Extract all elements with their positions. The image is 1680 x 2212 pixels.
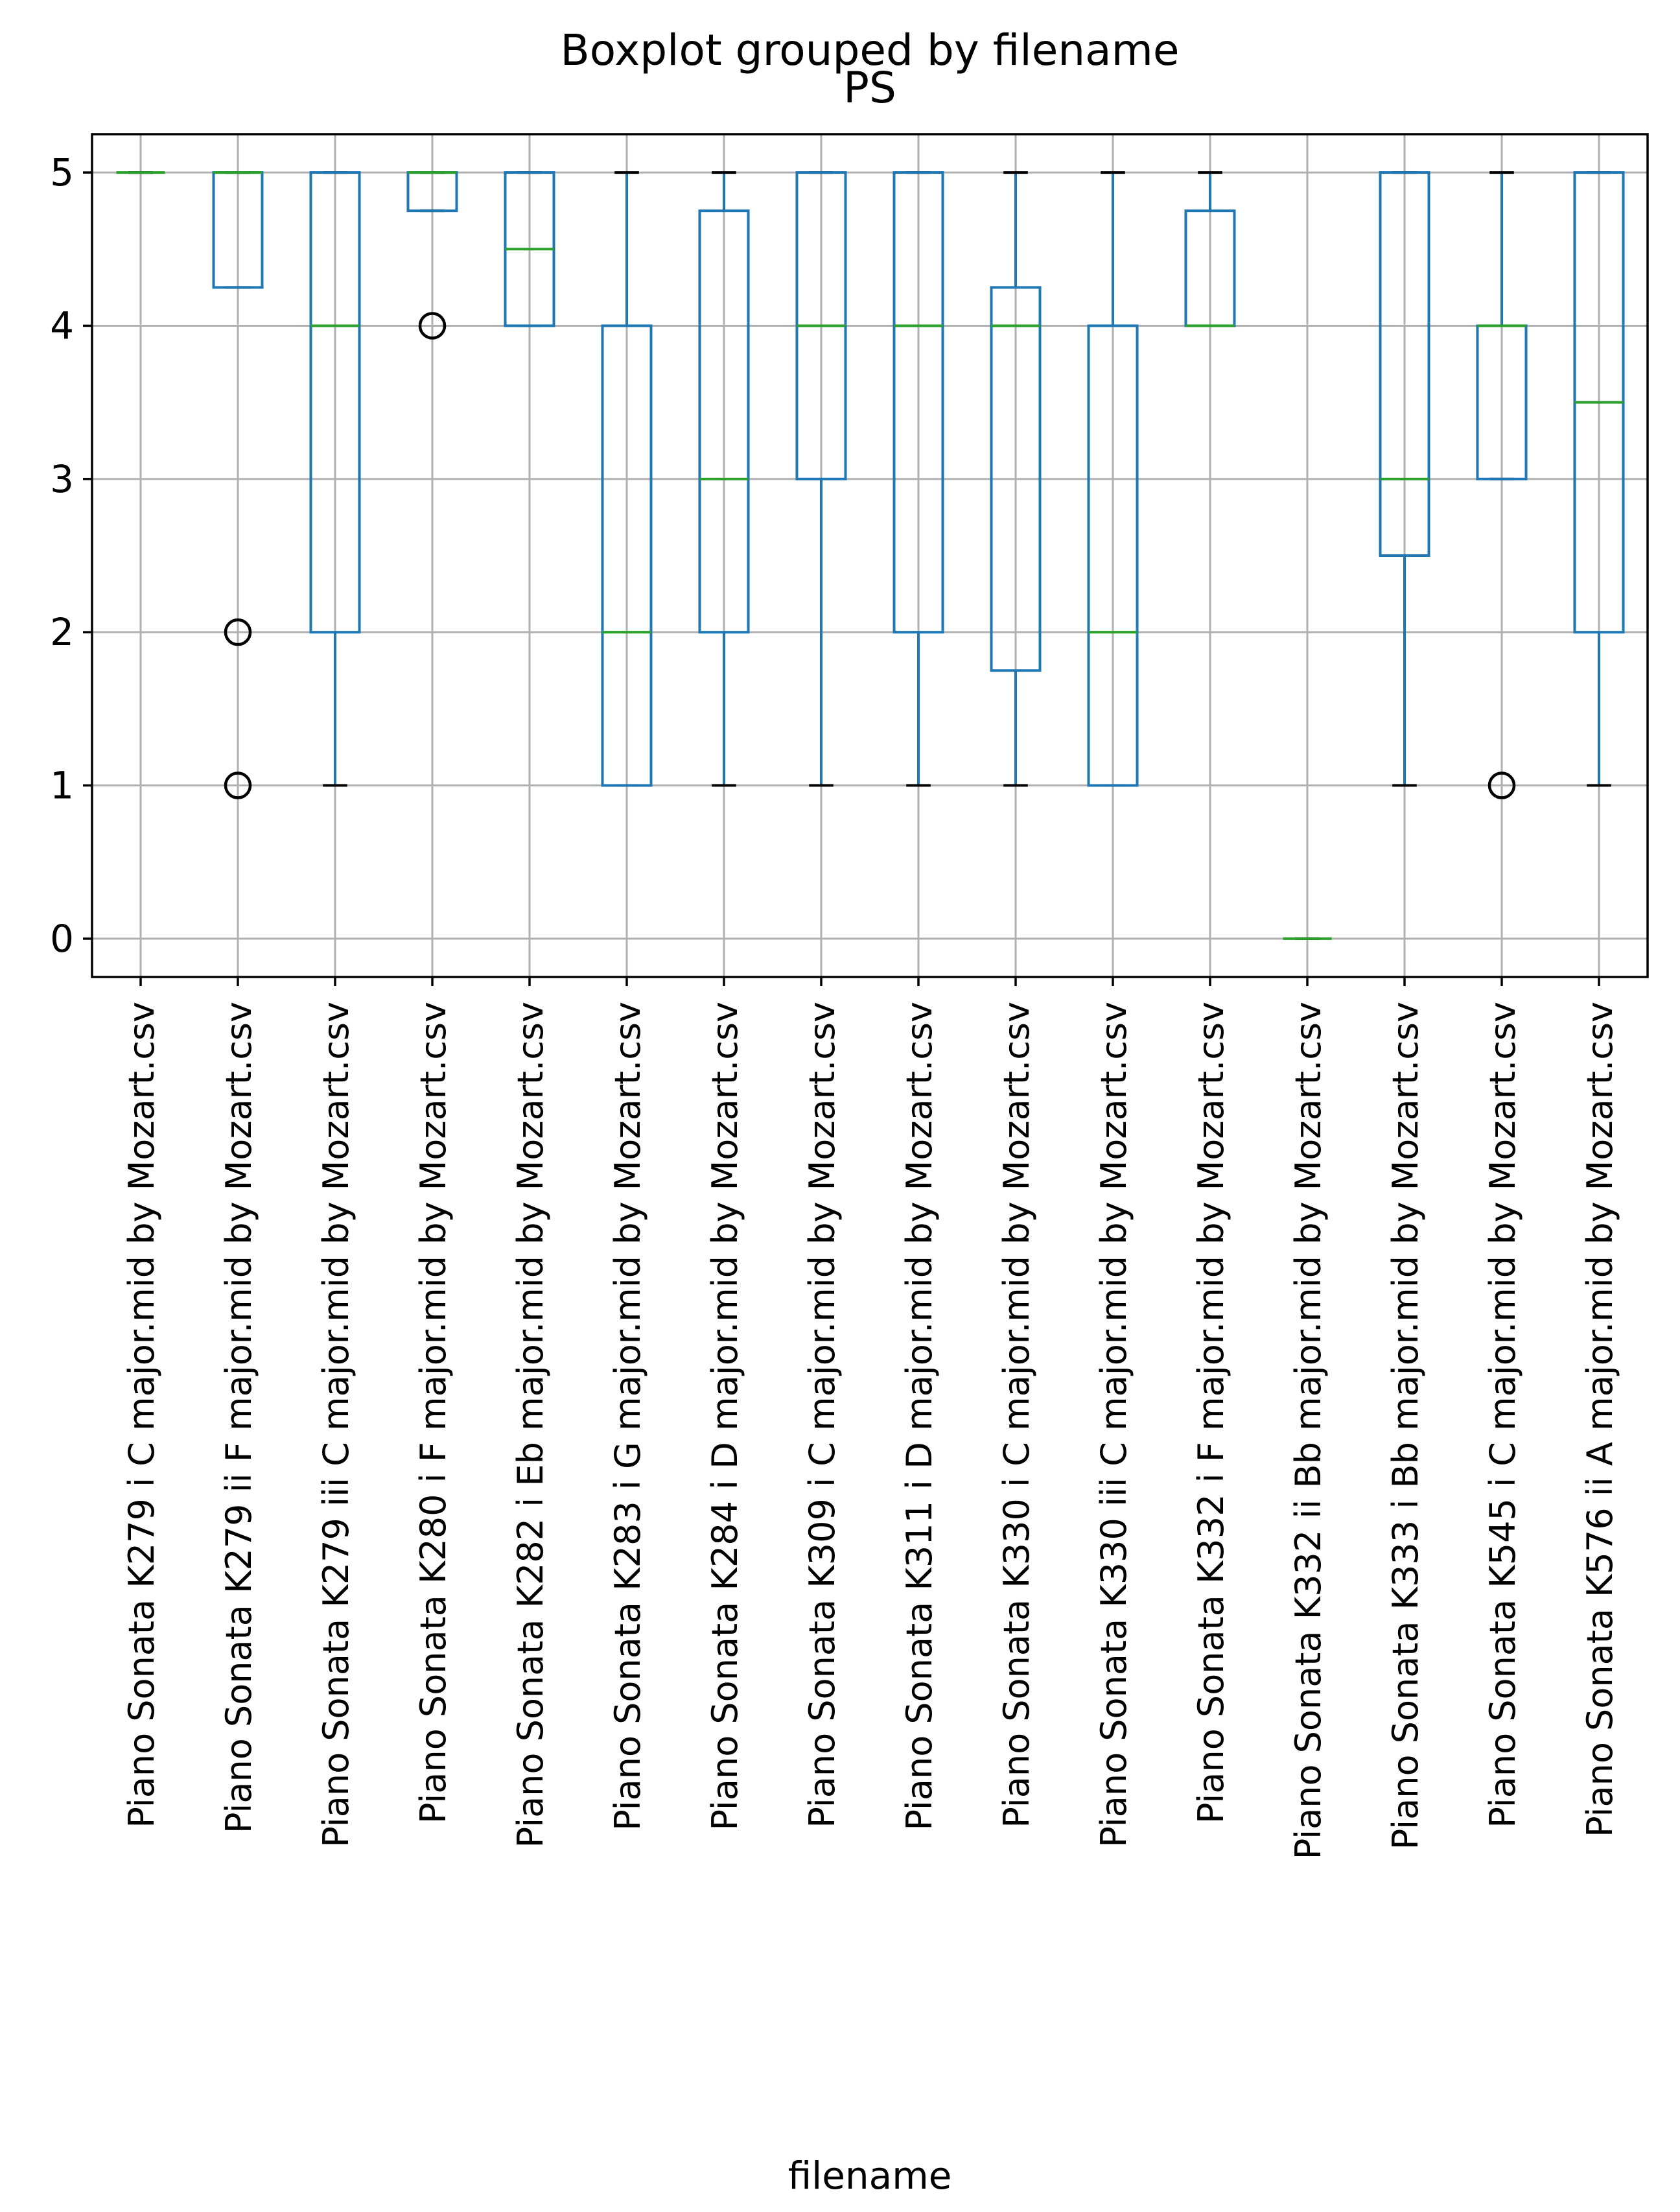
box-iqr: [698, 209, 750, 634]
outlier-point: [224, 618, 252, 646]
box-group: [1476, 171, 1528, 799]
box-iqr: [1087, 324, 1139, 787]
boxes: [116, 171, 1625, 940]
box-group: [1379, 171, 1430, 787]
x-tick-label: Piano Sonata K332 ii Bb major.mid by Moz…: [1288, 1002, 1329, 1859]
x-tick-label: Piano Sonata K279 i C major.mid by Mozar…: [121, 1002, 162, 1828]
x-tick-label: Piano Sonata K280 i F major.mid by Mozar…: [413, 1002, 454, 1824]
outlier-point: [224, 771, 252, 799]
y-tick-label: 5: [50, 150, 74, 194]
y-tick-label: 3: [50, 457, 74, 501]
box-iqr: [1379, 171, 1430, 558]
x-tick-label: Piano Sonata K333 i Bb major.mid by Moza…: [1385, 1002, 1426, 1850]
box-group: [309, 171, 361, 787]
x-tick-label: Piano Sonata K576 ii A major.mid by Moza…: [1580, 1002, 1620, 1837]
x-tick-label: Piano Sonata K279 iii C major.mid by Moz…: [316, 1002, 356, 1848]
x-axis-label: filename: [788, 2154, 952, 2198]
box-group: [504, 171, 555, 327]
y-tick-label: 2: [50, 610, 74, 654]
box-group: [212, 171, 264, 799]
x-axis: Piano Sonata K279 i C major.mid by Mozar…: [121, 977, 1620, 1859]
x-tick-label: Piano Sonata K545 i C major.mid by Mozar…: [1482, 1002, 1523, 1828]
box-group: [1573, 171, 1625, 787]
y-tick-label: 0: [50, 917, 74, 961]
box-iqr: [601, 324, 653, 787]
x-tick-label: Piano Sonata K311 i D major.mid by Mozar…: [899, 1002, 940, 1831]
x-tick-label: Piano Sonata K330 i C major.mid by Mozar…: [996, 1002, 1037, 1828]
y-axis: 0 1 2 3 4 5: [50, 150, 92, 961]
box-group: [990, 171, 1042, 787]
x-tick-label: Piano Sonata K309 i C major.mid by Mozar…: [802, 1002, 843, 1828]
box-iqr: [309, 171, 361, 634]
x-tick-label: Piano Sonata K332 i F major.mid by Mozar…: [1191, 1002, 1231, 1824]
box-group: [698, 171, 750, 787]
x-tick-label: Piano Sonata K283 i G major.mid by Mozar…: [607, 1002, 648, 1831]
box-group: [406, 171, 458, 340]
y-tick-label: 4: [50, 303, 74, 347]
y-tick-label: 1: [50, 764, 74, 808]
x-tick-label: Piano Sonata K284 i D major.mid by Mozar…: [705, 1002, 745, 1831]
x-tick-label: Piano Sonata K279 ii F major.mid by Moza…: [218, 1002, 259, 1833]
box-group: [795, 171, 847, 787]
chart-title: PS: [843, 63, 896, 113]
box-group: [601, 171, 653, 787]
plot-frame: [91, 133, 1649, 978]
box-iqr: [990, 286, 1042, 672]
x-tick-label: Piano Sonata K330 iii C major.mid by Moz…: [1093, 1002, 1134, 1848]
box-group: [1184, 171, 1236, 327]
box-iqr: [892, 171, 944, 634]
chart-suptitle: Boxplot grouped by filename: [561, 25, 1180, 75]
x-tick-label: Piano Sonata K282 i Eb major.mid by Moza…: [510, 1002, 551, 1848]
box-group: [1087, 171, 1139, 787]
outlier-point: [418, 312, 447, 340]
outlier-point: [1488, 771, 1516, 799]
box-group: [892, 171, 944, 787]
